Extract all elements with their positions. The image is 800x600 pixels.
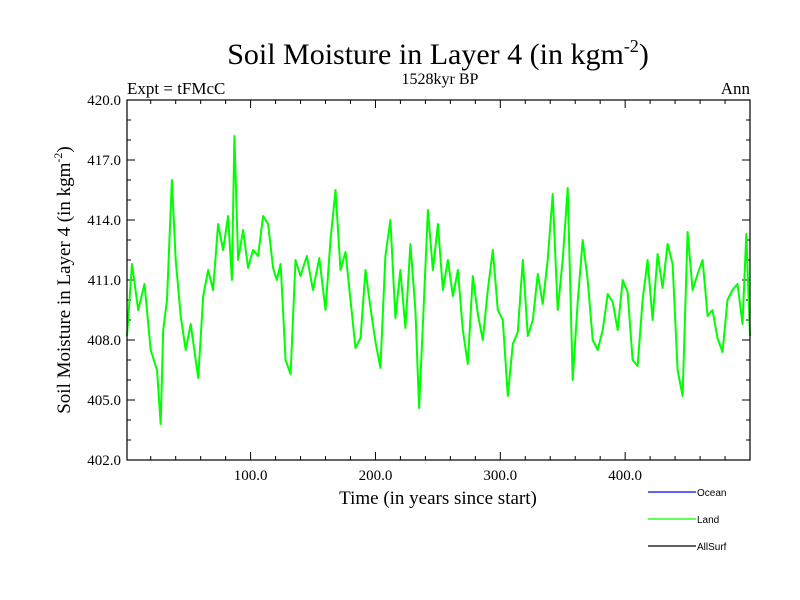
- y-axis-label-sup: -2: [51, 153, 65, 163]
- y-tick-label: 411.0: [88, 273, 121, 289]
- y-tick-label: 405.0: [87, 393, 121, 409]
- y-tick-label: 414.0: [87, 213, 121, 229]
- axis-tick-labels: 402.0 405.0 408.0 411.0 414.0 417.0 420.0 100.0…: [87, 93, 642, 484]
- legend-label-allsurf: AllSurf: [697, 542, 727, 553]
- x-tick-label: 300.0: [483, 468, 517, 484]
- experiment-label: Expt = tFMcC: [127, 79, 225, 98]
- y-axis-label-close: ): [54, 146, 75, 152]
- legend-label-ocean: Ocean: [697, 488, 726, 499]
- chart-subtitle: 1528kyr BP: [402, 71, 479, 88]
- x-axis-label: Time (in years since start): [339, 488, 537, 509]
- chart-title: Soil Moisture in Layer 4 (in kgm-2): [227, 36, 649, 71]
- y-axis-label: Soil Moisture in Layer 4 (in kgm-2): [51, 146, 75, 414]
- y-tick-label: 408.0: [87, 333, 121, 349]
- y-tick-label: 420.0: [87, 93, 121, 109]
- series-line-land: [126, 135, 751, 425]
- chart-title-close: ): [639, 38, 649, 71]
- x-tick-label: 100.0: [234, 468, 268, 484]
- plot-frame: [126, 99, 751, 461]
- y-axis-label-main: Soil Moisture in Layer 4 (in kgm: [54, 162, 75, 413]
- legend-label-land: Land: [697, 515, 719, 526]
- y-tick-label: 417.0: [87, 153, 121, 169]
- x-tick-label: 400.0: [608, 468, 642, 484]
- y-tick-label: 402.0: [87, 453, 121, 469]
- x-tick-label: 200.0: [359, 468, 393, 484]
- series-group: [126, 135, 751, 425]
- chart-title-sup: -2: [624, 36, 639, 56]
- legend: Ocean Land AllSurf: [648, 488, 727, 553]
- season-label: Ann: [721, 79, 751, 98]
- chart-title-main: Soil Moisture in Layer 4 (in kgm: [227, 38, 624, 71]
